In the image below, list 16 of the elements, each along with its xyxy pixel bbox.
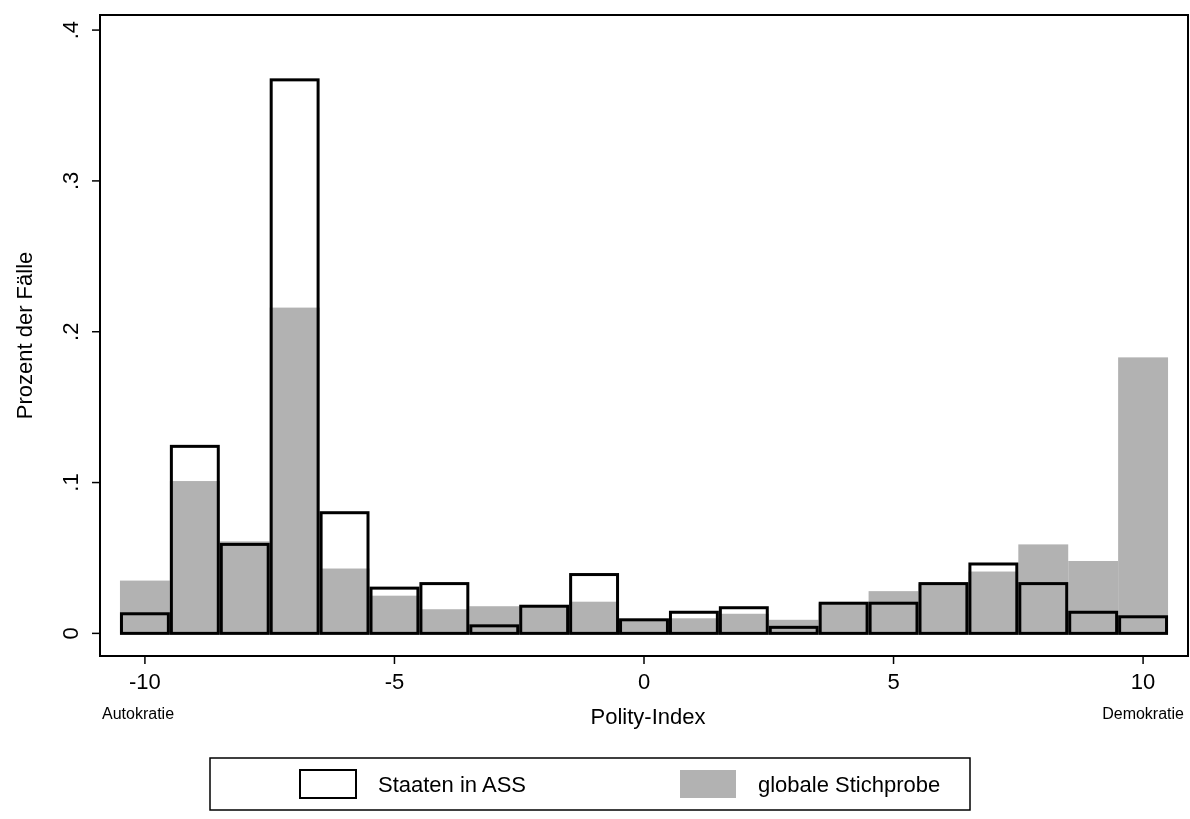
x-tick-label: 5 [887,669,900,694]
legend-label: Staaten in ASS [378,772,526,797]
y-tick-label: .2 [57,322,83,341]
text: Demokratie [1102,705,1185,722]
y-tick-label: 0 [57,627,83,640]
x-tick-label: -5 [384,669,405,694]
x-axis-title: Polity-Index [590,704,706,729]
x-tick-label: -10 [129,669,161,694]
x-tick-label: 0 [637,669,651,694]
legend-label: globale Stichprobe [758,772,941,797]
y-tick-label: .4 [57,20,83,40]
y-tick-label: .3 [57,171,83,191]
x-tick-label: 10 [1130,669,1156,694]
y-axis-title: Prozent der Fälle [12,251,37,420]
y-tick-label: .1 [57,473,83,492]
text: Autokratie [102,705,175,722]
